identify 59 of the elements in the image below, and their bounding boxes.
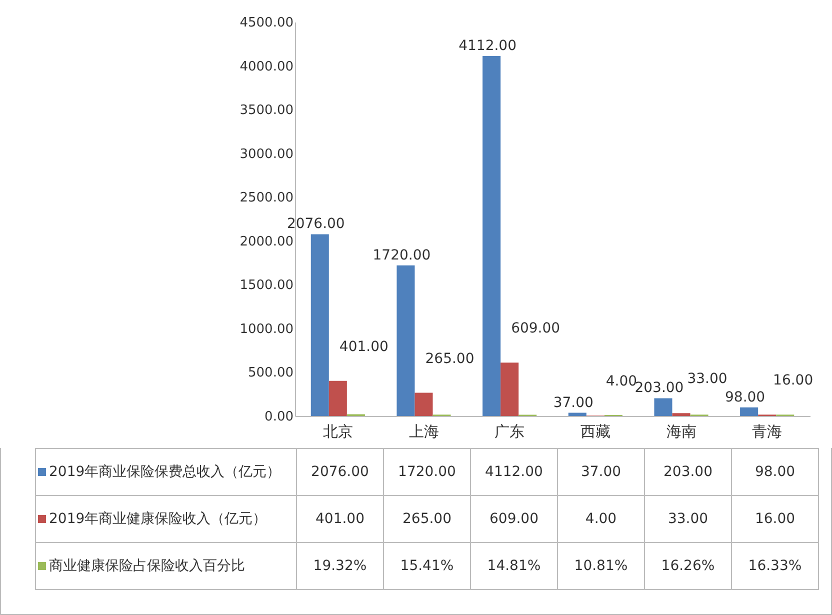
data-label: 203.00 xyxy=(644,448,732,496)
data-label: 37.00 xyxy=(558,448,644,496)
data-label: 14.81% xyxy=(470,542,558,590)
data-label: 16.33% xyxy=(732,542,818,590)
data-label: 16.26% xyxy=(644,542,732,590)
bar xyxy=(568,412,586,416)
y-tick-label: 2500.00 xyxy=(240,190,294,206)
y-tick-label: 1500.00 xyxy=(240,278,294,294)
legend-label: 商业健康保险占保险收入百分比 xyxy=(49,558,245,574)
text: 37.00 xyxy=(553,394,594,411)
bar xyxy=(740,407,758,416)
bar xyxy=(482,56,501,416)
bar xyxy=(328,380,347,416)
data-label: 2076.00 xyxy=(296,448,384,496)
data-label: 98.00 xyxy=(732,448,818,496)
bar xyxy=(310,234,329,416)
y-tick-label: 0.00 xyxy=(264,410,294,424)
text: 2076.00 xyxy=(286,216,345,232)
text: 4.00 xyxy=(606,374,638,390)
legend-label: 2019年商业保险保费总收入（亿元） xyxy=(49,464,281,480)
bar xyxy=(500,362,519,416)
data-label: 401.00 xyxy=(296,496,384,542)
text: 1720.00 xyxy=(372,247,431,264)
text: 609.00 xyxy=(511,320,560,337)
x-tick-label: 海南 xyxy=(666,422,696,440)
bar xyxy=(672,413,690,416)
data-label: 609.00 xyxy=(470,496,558,542)
y-tick-label: 4500.00 xyxy=(240,16,294,30)
y-tick-label: 1000.00 xyxy=(240,322,294,337)
data-label: 19.32% xyxy=(296,542,384,590)
x-tick-label: 广东 xyxy=(494,422,525,440)
text: 203.00 xyxy=(634,380,684,396)
bar xyxy=(396,265,415,416)
x-tick-label: 上海 xyxy=(408,422,439,440)
y-tick-label: 4000.00 xyxy=(240,59,294,74)
data-label: 4.00 xyxy=(558,496,644,542)
bar xyxy=(654,398,672,416)
legend-label: 2019年商业健康保险收入（亿元） xyxy=(49,511,267,527)
text: 4112.00 xyxy=(458,38,517,54)
data-label: 15.41% xyxy=(384,542,470,590)
x-tick-label: 北京 xyxy=(322,422,353,440)
data-label: 1720.00 xyxy=(384,448,470,496)
text: 16.00 xyxy=(773,372,814,389)
y-tick-label: 3500.00 xyxy=(240,103,294,118)
y-tick-label: 3000.00 xyxy=(240,146,294,162)
data-label: 4112.00 xyxy=(470,448,558,496)
text: 401.00 xyxy=(339,338,388,355)
text: 265.00 xyxy=(425,350,474,367)
y-tick-label: 2000.00 xyxy=(240,234,294,250)
text: 33.00 xyxy=(687,371,728,388)
data-label: 16.00 xyxy=(732,496,818,542)
x-tick-label: 西藏 xyxy=(580,422,610,440)
text: 98.00 xyxy=(725,389,766,406)
data-label: 265.00 xyxy=(384,496,470,542)
x-tick-label: 青海 xyxy=(752,422,782,440)
data-label: 10.81% xyxy=(558,542,644,590)
y-tick-label: 500.00 xyxy=(248,366,294,381)
data-label: 33.00 xyxy=(644,496,732,542)
bar xyxy=(414,392,433,416)
